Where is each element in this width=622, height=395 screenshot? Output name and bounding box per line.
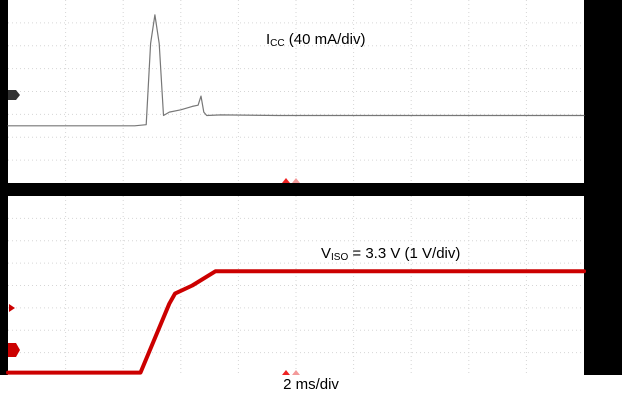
viso-symbol: V xyxy=(321,245,332,262)
oscilloscope-capture xyxy=(0,0,622,375)
top-trace-layer xyxy=(7,14,585,127)
markers xyxy=(8,90,300,375)
right-black-band xyxy=(584,0,622,375)
top-grid xyxy=(8,0,584,183)
timebase-label: 2 ms/div xyxy=(283,376,339,393)
icc-waveform-line xyxy=(7,14,585,127)
left-black-band xyxy=(0,0,8,375)
top-trigger-marker-icon xyxy=(282,178,290,183)
bottom-trigger-marker-icon-2 xyxy=(292,370,300,375)
middle-black-band xyxy=(8,183,584,196)
bottom-grid xyxy=(8,196,584,375)
top-channel-marker-icon xyxy=(8,90,20,100)
bottom-trace-layer xyxy=(6,269,586,375)
viso-scale-text: = 3.3 V (1 V/div) xyxy=(348,245,461,262)
viso-subscript: ISO xyxy=(331,252,349,263)
icc-annotation: ICC (40 mA/div) xyxy=(266,31,365,49)
top-trigger-marker-icon-2 xyxy=(292,178,300,183)
icc-scale-text: (40 mA/div) xyxy=(284,31,366,48)
bottom-reference-arrow-icon xyxy=(9,304,15,312)
viso-annotation: VISO = 3.3 V (1 V/div) xyxy=(321,245,460,263)
icc-subscript: CC xyxy=(270,38,285,49)
bottom-trigger-marker-icon xyxy=(282,370,290,375)
bottom-channel-marker-icon xyxy=(8,343,20,357)
icc-symbol: I xyxy=(266,31,271,48)
viso-waveform-line xyxy=(6,269,586,375)
